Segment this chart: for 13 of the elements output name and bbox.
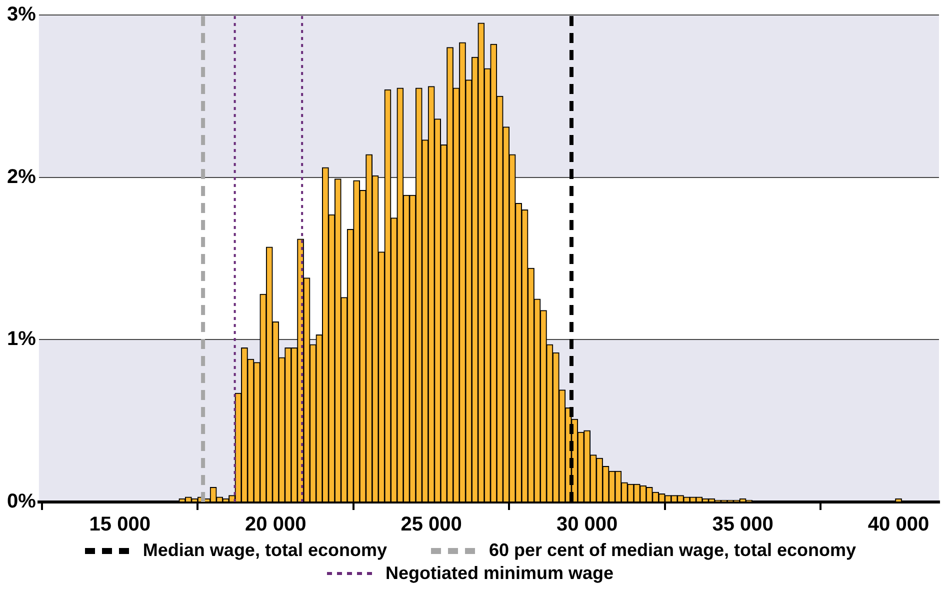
x-tick-label: 40 000 (868, 514, 930, 536)
x-tick-label: 25 000 (400, 514, 462, 536)
legend-label: 60 per cent of median wage, total economy (488, 540, 856, 561)
legend-label: Median wage, total economy (142, 540, 387, 561)
x-tick-label: 20 000 (245, 514, 306, 536)
x-tick-label: 15 000 (89, 514, 150, 536)
x-tick-label: 35 000 (712, 514, 774, 536)
legend-label: Negotiated minimum wage (385, 563, 614, 584)
y-tick-label: 0% (7, 490, 36, 513)
y-tick-label: 2% (7, 166, 36, 188)
x-tick-label: 30 000 (556, 514, 618, 536)
y-tick-label: 1% (7, 328, 36, 350)
y-tick-label: 3% (7, 4, 36, 26)
